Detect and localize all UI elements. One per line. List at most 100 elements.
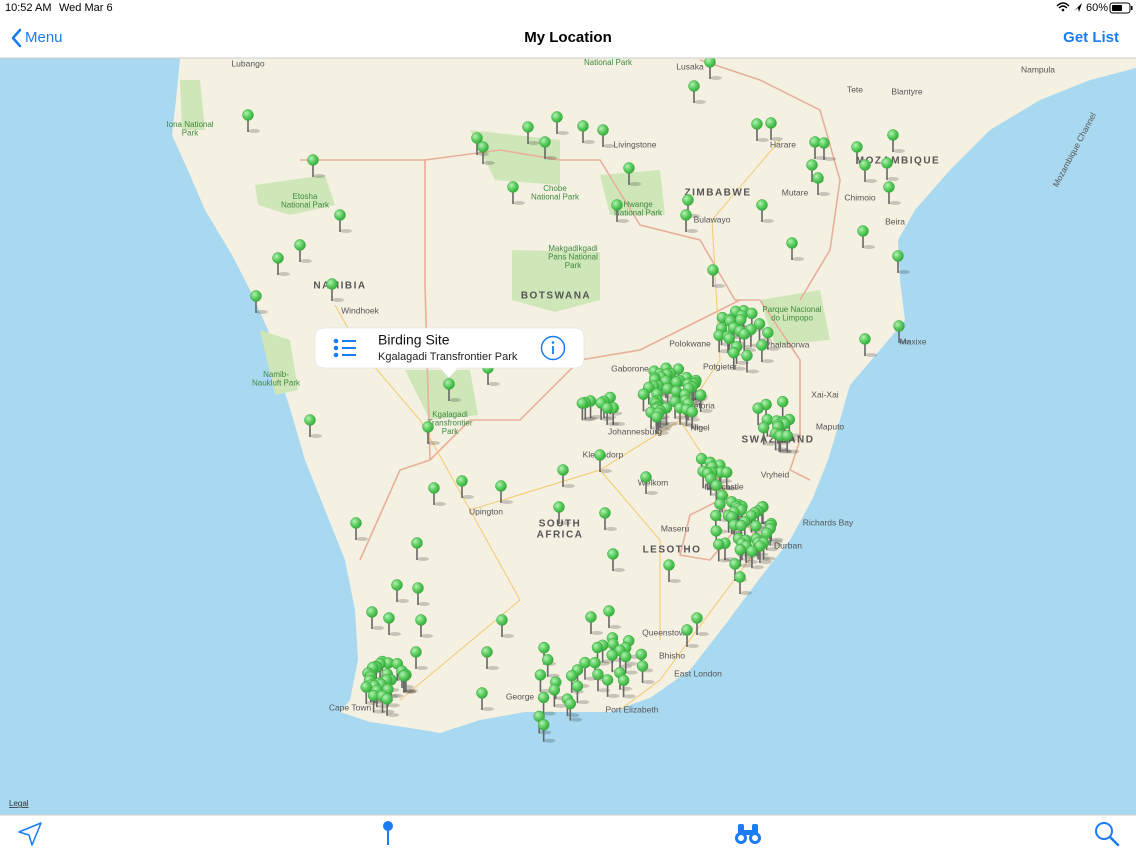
map-pin[interactable] xyxy=(428,482,447,507)
map-pin[interactable] xyxy=(720,466,739,491)
map-pin[interactable] xyxy=(391,579,410,604)
map-pin[interactable] xyxy=(859,333,878,358)
map-pin[interactable] xyxy=(360,681,379,706)
map-pin[interactable] xyxy=(636,660,655,684)
map-pin[interactable] xyxy=(881,157,900,182)
map-pin[interactable] xyxy=(242,109,261,134)
map-pin[interactable] xyxy=(663,559,682,584)
map-pin[interactable] xyxy=(594,449,613,474)
map-pin[interactable] xyxy=(304,414,323,439)
map-pin[interactable] xyxy=(738,328,757,352)
map-pin[interactable] xyxy=(410,646,429,671)
map-pin[interactable] xyxy=(680,209,699,234)
map-pin[interactable] xyxy=(411,537,430,562)
map-pin[interactable] xyxy=(553,501,572,526)
back-button[interactable]: Menu xyxy=(11,28,63,48)
callout[interactable]: Birding Site Kgalagadi Transfrontier Par… xyxy=(314,327,585,379)
map-pin[interactable] xyxy=(381,693,400,717)
map-pin[interactable] xyxy=(481,646,500,671)
map-pin[interactable] xyxy=(548,684,567,708)
map-pin[interactable] xyxy=(640,471,659,496)
map-pin[interactable] xyxy=(412,582,431,607)
map-pin[interactable] xyxy=(294,239,313,264)
map-pin[interactable] xyxy=(495,480,514,505)
map-pin[interactable] xyxy=(366,606,385,631)
map-pin[interactable] xyxy=(893,320,912,345)
map-pin[interactable] xyxy=(334,209,353,234)
map-pin[interactable] xyxy=(681,624,700,649)
map-pin[interactable] xyxy=(688,80,707,105)
map-pin[interactable] xyxy=(537,719,556,743)
map-pin[interactable] xyxy=(476,687,495,712)
map-pin[interactable] xyxy=(746,545,764,570)
map-pin[interactable] xyxy=(597,124,616,149)
map-pin[interactable] xyxy=(557,464,576,489)
map-pin[interactable] xyxy=(751,118,770,143)
map-pin[interactable] xyxy=(272,252,291,277)
map-pin[interactable] xyxy=(564,697,583,722)
map-pin[interactable] xyxy=(539,136,558,161)
map-pin[interactable] xyxy=(350,517,369,542)
map-pin[interactable] xyxy=(623,162,642,187)
map-pin[interactable] xyxy=(757,421,776,446)
map-pin[interactable] xyxy=(712,538,731,563)
map-pin[interactable] xyxy=(728,346,746,371)
map-pin[interactable] xyxy=(781,429,800,454)
map-pin[interactable] xyxy=(601,402,620,426)
map-pin[interactable] xyxy=(307,154,326,179)
map-pin[interactable] xyxy=(422,421,441,446)
list-icon[interactable] xyxy=(333,338,356,358)
back-label[interactable]: Menu xyxy=(25,29,63,46)
map-pin[interactable] xyxy=(496,614,515,639)
map-pin[interactable] xyxy=(762,326,780,351)
map-pin[interactable] xyxy=(415,614,434,639)
map-pin[interactable] xyxy=(507,181,526,206)
info-button[interactable] xyxy=(540,335,566,361)
map-pin[interactable] xyxy=(456,475,475,500)
map-pin[interactable] xyxy=(691,612,710,637)
map-pin[interactable] xyxy=(694,389,713,414)
map-pin[interactable] xyxy=(892,250,911,275)
map-pin[interactable] xyxy=(686,406,705,430)
map-pin[interactable] xyxy=(398,670,417,694)
map-pin[interactable] xyxy=(734,571,753,596)
map-pin[interactable] xyxy=(601,674,620,698)
get-list-button[interactable]: Get List xyxy=(1063,29,1119,46)
map-pin[interactable] xyxy=(576,397,595,422)
map-pin[interactable] xyxy=(765,117,784,142)
map-pin[interactable] xyxy=(443,378,462,403)
binoculars-button[interactable] xyxy=(735,824,761,844)
map-pin[interactable] xyxy=(571,680,590,705)
map-pin[interactable] xyxy=(585,611,604,636)
pin-button[interactable] xyxy=(383,821,393,845)
map-pin[interactable] xyxy=(611,199,630,224)
map-pin[interactable] xyxy=(579,656,597,681)
map-pin[interactable] xyxy=(756,199,775,224)
map-pin[interactable] xyxy=(326,278,345,303)
map-pin[interactable] xyxy=(551,111,570,136)
map-pin[interactable] xyxy=(857,225,876,250)
map-pin[interactable] xyxy=(619,650,638,675)
map-pin[interactable] xyxy=(599,507,618,532)
search-button[interactable] xyxy=(1095,822,1120,847)
map-pin[interactable] xyxy=(887,129,906,154)
locate-button[interactable] xyxy=(18,822,42,846)
map-pin[interactable] xyxy=(522,121,541,146)
map-pin[interactable] xyxy=(537,691,556,716)
map-pin[interactable] xyxy=(650,411,669,435)
map-pin[interactable] xyxy=(617,674,636,699)
map-pin[interactable] xyxy=(477,141,496,166)
map-pin[interactable] xyxy=(607,548,626,573)
map-pin[interactable] xyxy=(859,159,878,184)
map-pin[interactable] xyxy=(603,605,622,630)
map-pin[interactable] xyxy=(883,181,902,206)
map-pin[interactable] xyxy=(710,479,729,504)
map-pin[interactable] xyxy=(786,237,805,262)
map-pin[interactable] xyxy=(812,172,831,197)
map-pin[interactable] xyxy=(756,339,774,364)
map-pin[interactable] xyxy=(741,349,759,374)
map-pin[interactable] xyxy=(250,290,269,315)
map-pin[interactable] xyxy=(754,540,772,565)
map-pin[interactable] xyxy=(818,137,837,162)
